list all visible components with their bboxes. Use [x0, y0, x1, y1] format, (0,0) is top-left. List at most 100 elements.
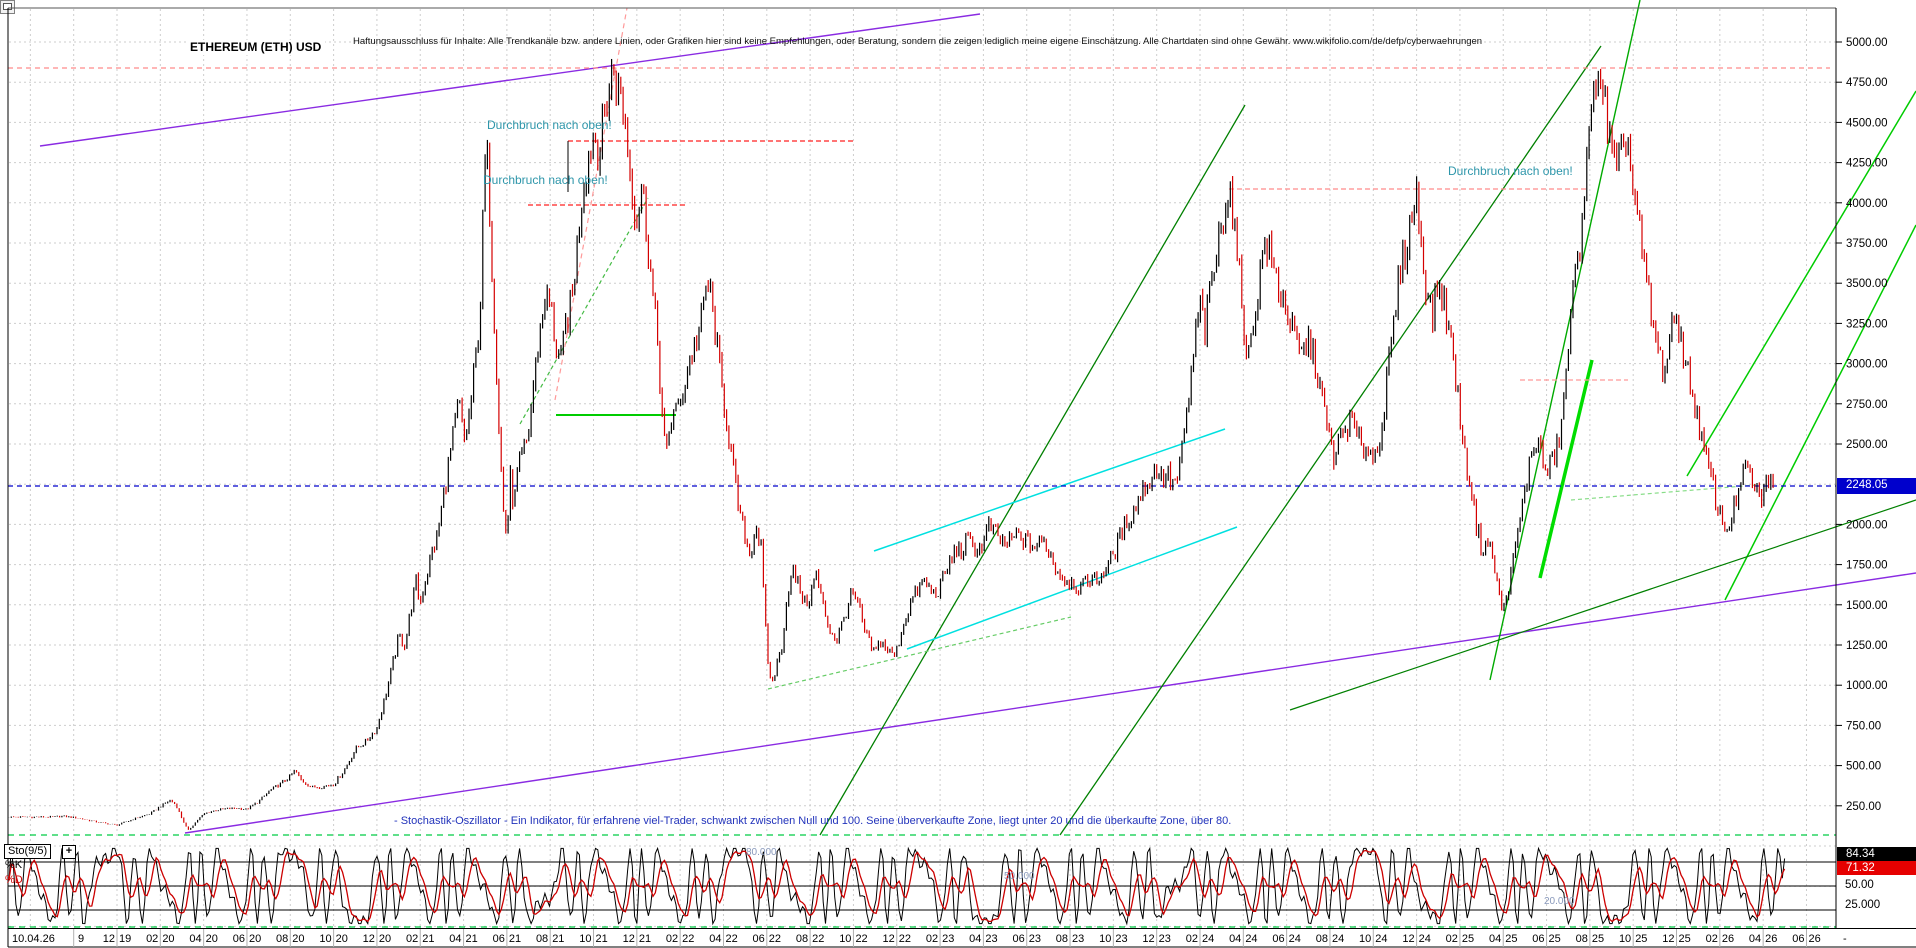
date-label-month: 04 [1229, 933, 1241, 945]
date-label-month: 08 [796, 933, 808, 945]
date-label-month: 02 [1446, 933, 1458, 945]
price-axis-label: 3000.00 [1846, 359, 1888, 371]
price-axis-label: 3250.00 [1846, 318, 1888, 330]
trendline-green-dashed-2026-base [1570, 484, 1757, 501]
date-label-month: 10 [1619, 933, 1631, 945]
date-label-month: 02 [1706, 933, 1718, 945]
price-axis-label: 3750.00 [1846, 238, 1888, 250]
osc-axis-label-50: 50.00 [1845, 879, 1874, 891]
date-label-month: 12 [363, 933, 375, 945]
price-axis-label: 1000.00 [1846, 680, 1888, 692]
price-axis-label: 500.00 [1846, 761, 1881, 773]
date-label-month: 12 [1662, 933, 1674, 945]
trendline-lime-uptrend-right-lower [1724, 224, 1916, 601]
date-label-month: 10 [579, 933, 591, 945]
disclaimer-text: Haftungsausschluss für Inhalte: Alle Tre… [353, 36, 1483, 47]
date-label-month: 08 [1576, 933, 1588, 945]
date-label-year: 24 [1332, 933, 1344, 945]
date-label-year: 20 [162, 933, 174, 945]
date-label-year: 20 [379, 933, 391, 945]
stochastic-oscillator [8, 834, 1836, 928]
trendline-red-parabolic [554, 7, 628, 401]
k-line-legend: %K [5, 859, 23, 871]
osc-level-label-20: 20.000 [1544, 896, 1575, 907]
gridlines [9, 9, 1836, 928]
trendline-green-base-right [1289, 499, 1916, 711]
date-label: 9 [78, 933, 84, 945]
date-label-year: 22 [682, 933, 694, 945]
date-label-year: 26 [1722, 933, 1734, 945]
price-axis-label: 2750.00 [1846, 399, 1888, 411]
osc-level-label-80: 80.000 [746, 847, 777, 858]
date-label-month: 06 [233, 933, 245, 945]
trendline-green-uptrend-2024 [1059, 45, 1602, 836]
price-axis-label: 4750.00 [1846, 77, 1888, 89]
price-axis-label: 4250.00 [1846, 158, 1888, 170]
osc-level-label-50: 50.000 [1004, 871, 1035, 882]
date-label-year: 25 [1635, 933, 1647, 945]
trendline-cyan-channel-upper [873, 428, 1226, 552]
date-label-year: 22 [899, 933, 911, 945]
date-label-year: 21 [422, 933, 434, 945]
date-label-month: 02 [146, 933, 158, 945]
date-label-year: 23 [1029, 933, 1041, 945]
date-label: 10.04.26 [12, 933, 55, 945]
indicator-name-box: Sto(9/5) [4, 844, 52, 859]
date-label-month: 10 [319, 933, 331, 945]
date-label-year: 25 [1679, 933, 1691, 945]
trendline-lime-impulse [1538, 359, 1594, 579]
date-label-year: 22 [855, 933, 867, 945]
date-label-year: 20 [292, 933, 304, 945]
date-label-month: 04 [449, 933, 461, 945]
price-axis-label: 1500.00 [1846, 600, 1888, 612]
trendline-purple-channel-top [39, 13, 981, 147]
date-label-year: 26 [1765, 933, 1777, 945]
date-label-year: 25 [1462, 933, 1474, 945]
date-label-month: 04 [969, 933, 981, 945]
date-label-month: 02 [926, 933, 938, 945]
date-label-month: 12 [623, 933, 635, 945]
stochastic-d-line [8, 849, 1786, 923]
trendline-purple-support-long [184, 572, 1916, 834]
date-label-year: 24 [1375, 933, 1387, 945]
date-label-month: 08 [276, 933, 288, 945]
date-label-month: 06 [1272, 933, 1284, 945]
trendline-green-dashed-2022-base [767, 616, 1072, 690]
date-label-year: 21 [596, 933, 608, 945]
d-line-legend: %D [5, 874, 23, 886]
date-label-year: 20 [206, 933, 218, 945]
date-label-year: 19 [119, 933, 131, 945]
breakout-label-3: Durchbruch nach oben! [1448, 164, 1573, 178]
stochastic-description: - Stochastik-Oszillator - Ein Indikator,… [394, 815, 1232, 827]
date-label-year: 21 [466, 933, 478, 945]
date-label-year: 23 [1115, 933, 1127, 945]
date-label-year: 25 [1505, 933, 1517, 945]
date-label-month: 06 [1792, 933, 1804, 945]
breakout-label-2: Durchbruch nach oben! [483, 173, 608, 187]
date-label-year: 24 [1419, 933, 1431, 945]
date-label-year: 20 [249, 933, 261, 945]
price-axis-label: 1250.00 [1846, 640, 1888, 652]
stochastic-k-line [8, 846, 1786, 926]
date-label-month: 04 [1489, 933, 1501, 945]
price-axis-label: 5000.00 [1846, 37, 1888, 49]
date-label-year: 23 [1072, 933, 1084, 945]
trendline-green-uptrend-2023 [819, 104, 1246, 836]
date-label-month: 04 [189, 933, 201, 945]
date-label-month: 10 [839, 933, 851, 945]
date-label-year: 23 [985, 933, 997, 945]
date-label-month: 06 [493, 933, 505, 945]
d-value-badge: 71.32 [1837, 861, 1916, 875]
indicator-expand-button[interactable]: + [62, 845, 76, 859]
date-label-year: 24 [1245, 933, 1257, 945]
date-label-month: 04 [1749, 933, 1761, 945]
date-label-month: 08 [1316, 933, 1328, 945]
date-label-month: 02 [666, 933, 678, 945]
axes-frame [7, 7, 1916, 948]
date-label-year: 22 [725, 933, 737, 945]
date-label-year: 21 [509, 933, 521, 945]
date-label-year: 23 [1159, 933, 1171, 945]
price-axis-label: 4000.00 [1846, 198, 1888, 210]
